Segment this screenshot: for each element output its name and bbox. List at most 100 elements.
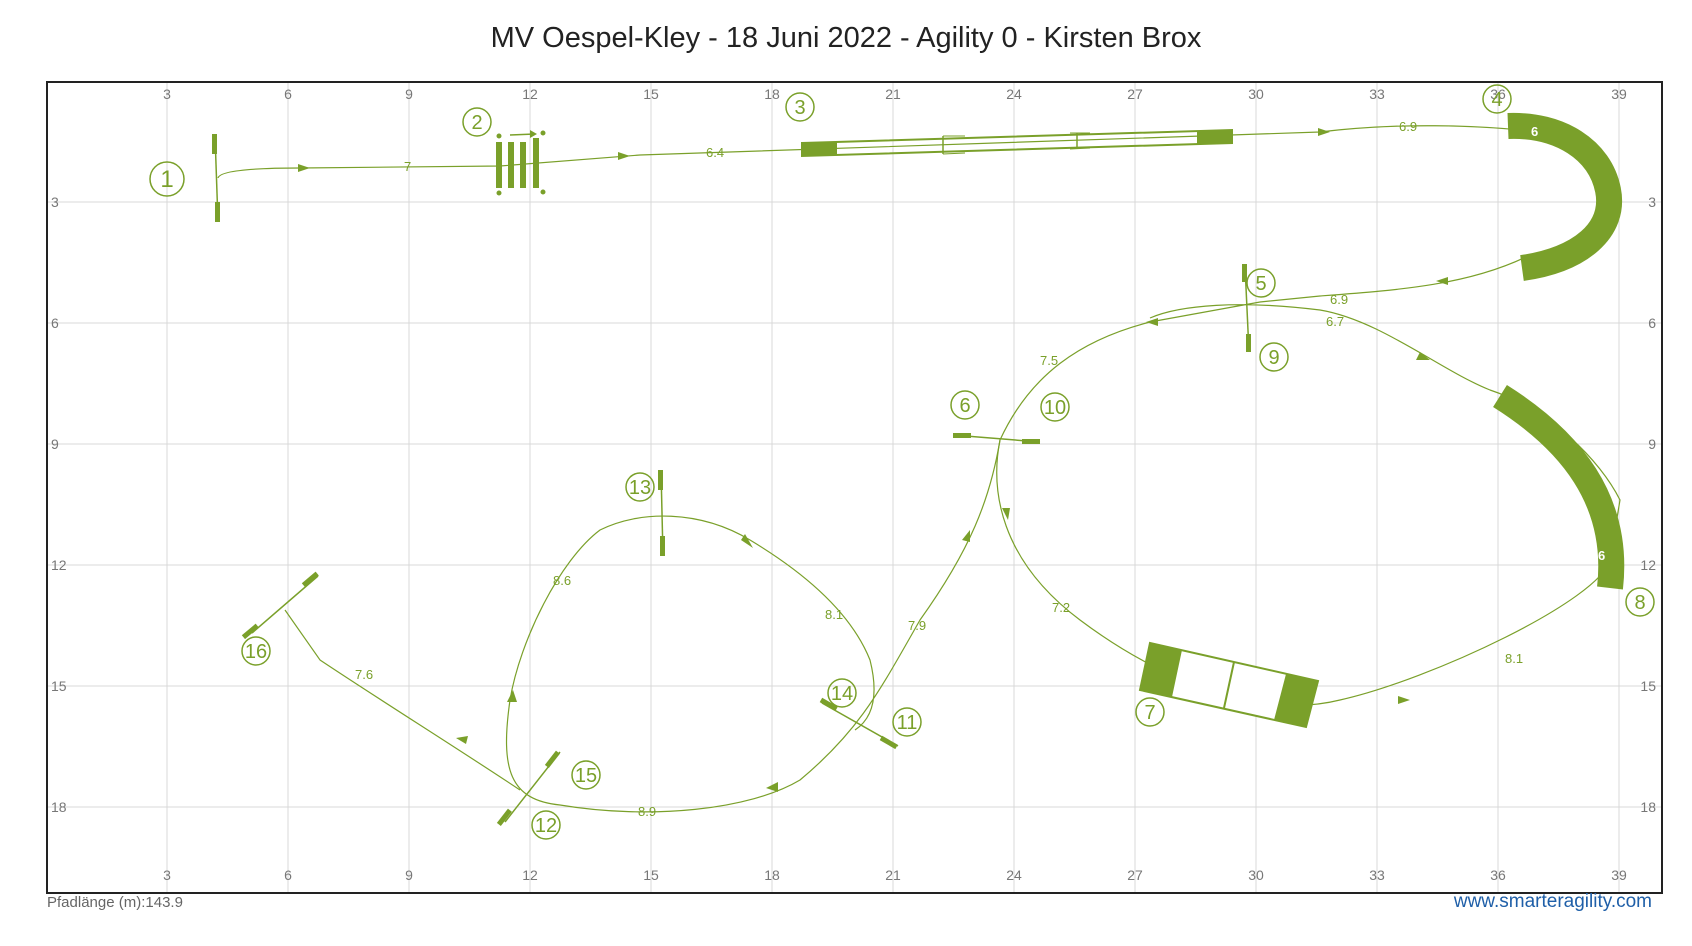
x-ticks-bottom: 3 6 9 12 15 18 21 24 27 30 33 36 39 bbox=[163, 867, 1627, 883]
tick: 9 bbox=[51, 436, 59, 452]
number-9: 9 bbox=[1259, 342, 1289, 372]
obstacle-numbers: 1 2 3 4 5 6 7 8 9 10 11 12 13 14 15 16 bbox=[149, 84, 1655, 840]
segment-length: 6.7 bbox=[1326, 314, 1344, 329]
tick: 15 bbox=[1640, 678, 1656, 694]
number-12: 12 bbox=[531, 810, 561, 840]
tick: 15 bbox=[51, 678, 67, 694]
obstacle-number: 5 bbox=[1255, 273, 1266, 295]
tick: 18 bbox=[764, 86, 780, 102]
number-6: 6 bbox=[950, 390, 980, 420]
obstacle-number: 6 bbox=[959, 395, 970, 417]
tick: 33 bbox=[1369, 86, 1385, 102]
tunnel-length: 6 bbox=[1598, 548, 1605, 563]
tick: 12 bbox=[51, 557, 67, 573]
segment-length: 6.9 bbox=[1330, 292, 1348, 307]
path-length-value: 143.9 bbox=[145, 894, 183, 911]
tick: 9 bbox=[405, 867, 413, 883]
obstacle-number: 9 bbox=[1268, 347, 1279, 369]
tick: 6 bbox=[284, 86, 292, 102]
path-length: Pfadlänge (m):143.9 bbox=[47, 894, 183, 911]
segment-length: 6.4 bbox=[706, 145, 724, 160]
spread-2 bbox=[496, 130, 546, 196]
segment-length: 7.5 bbox=[1040, 353, 1058, 368]
tick: 12 bbox=[522, 867, 538, 883]
tick: 6 bbox=[51, 315, 59, 331]
path-arrows bbox=[298, 128, 1448, 792]
obstacle-number: 2 bbox=[471, 112, 482, 134]
number-15: 15 bbox=[571, 760, 601, 790]
segment-length: 8.1 bbox=[1505, 651, 1523, 666]
obstacle-number: 3 bbox=[794, 97, 805, 119]
segment-length: 6.9 bbox=[1399, 119, 1417, 134]
tick: 18 bbox=[1640, 799, 1656, 815]
number-11: 11 bbox=[892, 707, 922, 737]
number-5: 5 bbox=[1246, 268, 1276, 298]
x-ticks-top: 3 6 9 12 15 18 21 24 27 30 33 36 39 bbox=[163, 86, 1627, 102]
number-2: 2 bbox=[462, 107, 492, 137]
tick: 3 bbox=[163, 86, 171, 102]
tick: 3 bbox=[51, 194, 59, 210]
tick: 33 bbox=[1369, 867, 1385, 883]
number-13: 13 bbox=[625, 472, 655, 502]
tick: 15 bbox=[643, 86, 659, 102]
obstacle-number: 4 bbox=[1491, 89, 1502, 111]
obstacle-number: 11 bbox=[897, 712, 918, 734]
jump-16 bbox=[241, 571, 319, 640]
obstacle-number: 1 bbox=[160, 166, 173, 193]
tick: 36 bbox=[1490, 867, 1506, 883]
tick: 18 bbox=[51, 799, 67, 815]
path-length-label: Pfadlänge (m): bbox=[47, 894, 146, 911]
obstacle-number: 14 bbox=[831, 683, 853, 705]
tick: 24 bbox=[1006, 86, 1022, 102]
tick: 12 bbox=[1640, 557, 1656, 573]
tick: 24 bbox=[1006, 867, 1022, 883]
tick: 27 bbox=[1127, 867, 1143, 883]
segment-length: 7.2 bbox=[1052, 600, 1070, 615]
dogwalk-3 bbox=[801, 128, 1233, 158]
tick: 3 bbox=[163, 867, 171, 883]
segment-length: 8.6 bbox=[553, 573, 571, 588]
number-10: 10 bbox=[1040, 392, 1070, 422]
tick: 39 bbox=[1611, 86, 1627, 102]
number-3: 3 bbox=[785, 92, 815, 122]
y-ticks-right: 3 6 9 12 15 18 bbox=[1640, 194, 1656, 815]
arena-border bbox=[46, 81, 1663, 894]
tunnel-8: 6 bbox=[1493, 384, 1625, 590]
obstacle-number: 8 bbox=[1634, 592, 1645, 614]
obstacle-number: 13 bbox=[629, 477, 651, 499]
jump-1 bbox=[212, 134, 220, 223]
dog-path bbox=[217, 125, 1621, 813]
website-link[interactable]: www.smarteragility.com bbox=[1453, 891, 1652, 912]
number-16: 16 bbox=[241, 636, 271, 666]
tick: 9 bbox=[1648, 436, 1656, 452]
jump-12-15 bbox=[496, 750, 561, 826]
segment-length: 8.1 bbox=[825, 607, 843, 622]
tick: 15 bbox=[643, 867, 659, 883]
number-4: 4 bbox=[1482, 84, 1512, 114]
segment-length: 7.6 bbox=[355, 667, 373, 682]
jump-13 bbox=[658, 469, 665, 557]
aframe-7 bbox=[1138, 641, 1320, 729]
tick: 21 bbox=[885, 86, 901, 102]
jump-11-14 bbox=[819, 697, 899, 750]
segment-length: 7.9 bbox=[908, 618, 926, 633]
tick: 9 bbox=[405, 86, 413, 102]
tunnel-4: 6 bbox=[1507, 112, 1623, 281]
tick: 21 bbox=[885, 867, 901, 883]
number-1: 1 bbox=[149, 161, 185, 197]
jump-5-9 bbox=[1242, 264, 1251, 353]
tick: 36 bbox=[1490, 86, 1506, 102]
tick: 30 bbox=[1248, 867, 1264, 883]
obstacle-number: 16 bbox=[245, 641, 267, 663]
number-7: 7 bbox=[1135, 697, 1165, 727]
y-ticks-left: 3 6 9 12 15 18 bbox=[51, 194, 67, 815]
number-8: 8 bbox=[1625, 587, 1655, 617]
grid-horizontal bbox=[47, 201, 1662, 808]
segment-labels: 7 6.4 6.9 6.9 6.7 7.5 7.2 8.1 7.9 8.9 8.… bbox=[355, 119, 1523, 819]
grid-vertical bbox=[166, 82, 1620, 893]
tick: 6 bbox=[1648, 315, 1656, 331]
tick: 39 bbox=[1611, 867, 1627, 883]
obstacle-number: 15 bbox=[575, 765, 597, 787]
obstacle-number: 10 bbox=[1044, 397, 1066, 419]
